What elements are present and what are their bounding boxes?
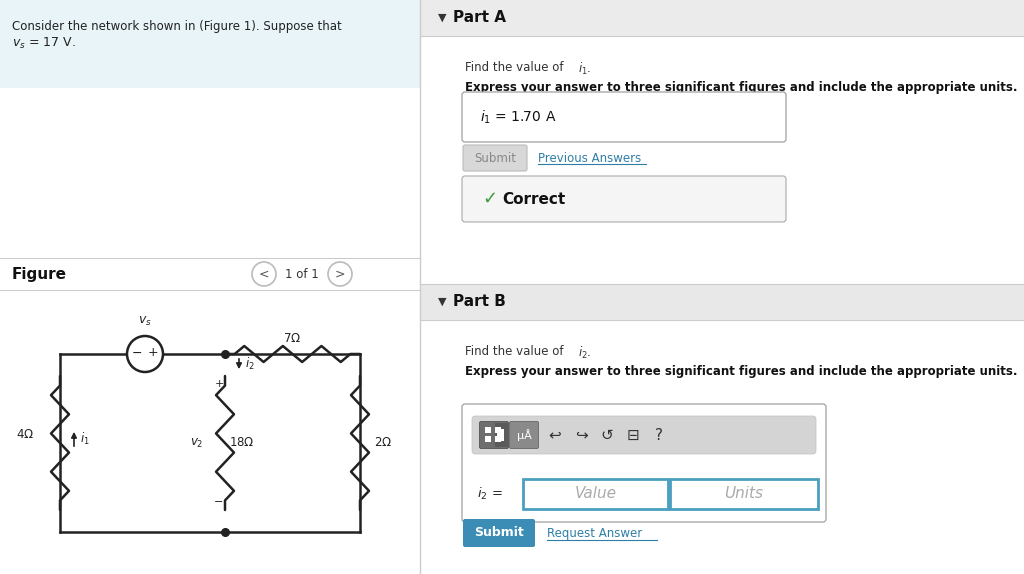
Text: 2$\Omega$: 2$\Omega$ (374, 436, 392, 449)
Text: Submit: Submit (474, 526, 524, 540)
FancyBboxPatch shape (497, 429, 504, 441)
Text: ?: ? (655, 428, 663, 443)
Text: Submit: Submit (474, 152, 516, 165)
FancyBboxPatch shape (670, 479, 818, 509)
Text: >: > (335, 267, 345, 281)
FancyBboxPatch shape (495, 436, 501, 442)
Text: $i_1$.: $i_1$. (578, 61, 591, 77)
Text: 7$\Omega$: 7$\Omega$ (284, 332, 301, 344)
FancyBboxPatch shape (462, 404, 826, 522)
Text: Value: Value (574, 487, 616, 502)
Text: Find the value of: Find the value of (465, 345, 567, 358)
Text: 4$\Omega$: 4$\Omega$ (16, 429, 34, 441)
FancyBboxPatch shape (462, 176, 786, 222)
FancyBboxPatch shape (420, 0, 1024, 36)
Text: Request Answer: Request Answer (547, 526, 642, 540)
Text: Correct: Correct (502, 192, 565, 207)
FancyBboxPatch shape (472, 416, 816, 454)
Text: Previous Answers: Previous Answers (538, 152, 641, 165)
FancyBboxPatch shape (485, 427, 490, 433)
Text: 1 of 1: 1 of 1 (285, 267, 318, 281)
Text: −: − (132, 347, 142, 359)
Text: Consider the network shown in (Figure 1). Suppose that: Consider the network shown in (Figure 1)… (12, 20, 342, 33)
FancyBboxPatch shape (479, 421, 509, 448)
Text: ↺: ↺ (601, 428, 613, 443)
FancyBboxPatch shape (510, 421, 539, 448)
Text: Express your answer to three significant figures and include the appropriate uni: Express your answer to three significant… (465, 365, 1018, 378)
Text: $v_s$: $v_s$ (138, 315, 152, 328)
Text: Part B: Part B (453, 294, 506, 309)
FancyBboxPatch shape (0, 88, 420, 574)
FancyBboxPatch shape (462, 92, 786, 142)
Text: +: + (214, 379, 223, 389)
Text: $i_1$: $i_1$ (80, 431, 90, 447)
Text: Find the value of: Find the value of (465, 61, 567, 74)
Text: Part A: Part A (453, 10, 506, 25)
FancyBboxPatch shape (495, 423, 508, 447)
Text: Express your answer to three significant figures and include the appropriate uni: Express your answer to three significant… (465, 81, 1018, 94)
Text: +: + (147, 347, 159, 359)
FancyBboxPatch shape (420, 36, 1024, 284)
FancyBboxPatch shape (463, 519, 535, 547)
Text: ▼: ▼ (438, 297, 446, 307)
Circle shape (328, 262, 352, 286)
Circle shape (127, 336, 163, 372)
FancyBboxPatch shape (495, 427, 501, 433)
FancyBboxPatch shape (420, 320, 1024, 574)
FancyBboxPatch shape (463, 145, 527, 171)
Text: $i_2$.: $i_2$. (578, 345, 591, 361)
Text: Units: Units (725, 487, 764, 502)
Text: $v_2$: $v_2$ (189, 436, 203, 449)
Text: μÅ: μÅ (516, 429, 531, 441)
FancyBboxPatch shape (420, 284, 1024, 320)
Text: ▼: ▼ (438, 13, 446, 23)
Text: −: − (214, 497, 223, 507)
Text: ✓: ✓ (482, 190, 497, 208)
Text: $v_s$ = 17 V.: $v_s$ = 17 V. (12, 36, 76, 51)
Circle shape (252, 262, 276, 286)
FancyBboxPatch shape (485, 436, 490, 442)
Text: ↪: ↪ (574, 428, 588, 443)
Text: $i_2$: $i_2$ (245, 356, 255, 372)
Text: ↩: ↩ (549, 428, 561, 443)
Text: $i_1$ = 1.70 A: $i_1$ = 1.70 A (480, 108, 556, 126)
FancyBboxPatch shape (523, 479, 668, 509)
Text: 18$\Omega$: 18$\Omega$ (229, 436, 255, 449)
Text: ⊟: ⊟ (627, 428, 639, 443)
Text: Figure: Figure (12, 266, 67, 281)
Text: $i_2$ =: $i_2$ = (477, 486, 503, 502)
FancyBboxPatch shape (0, 0, 420, 88)
Text: <: < (259, 267, 269, 281)
